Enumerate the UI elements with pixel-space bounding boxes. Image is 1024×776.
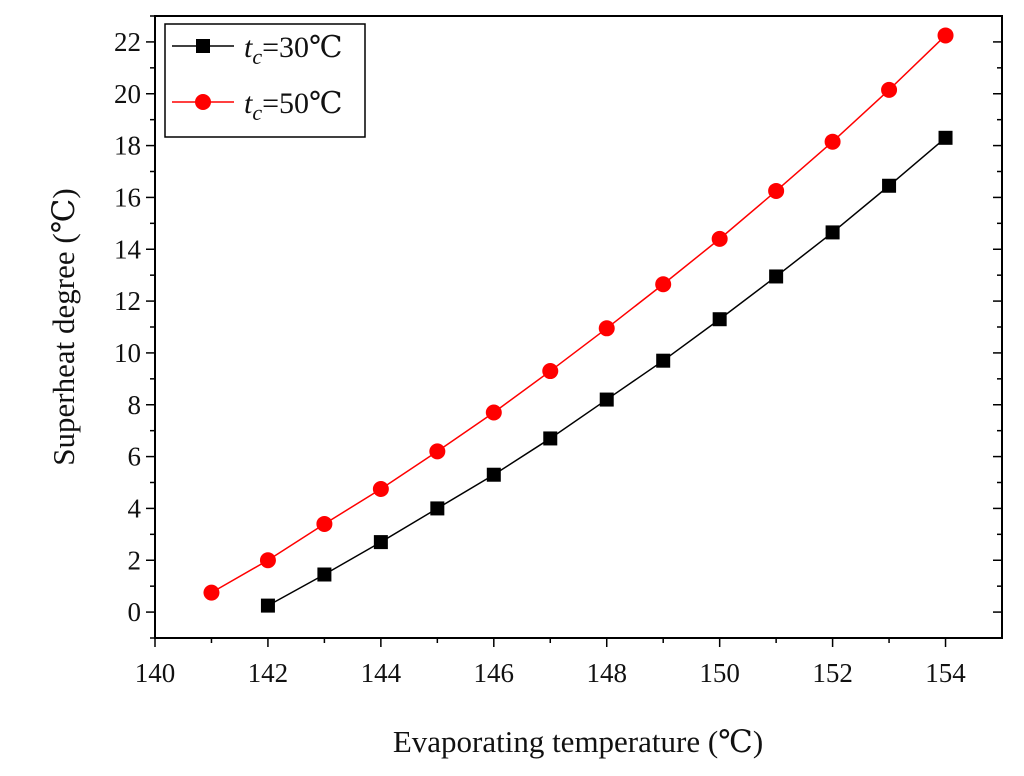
plot-frame (154, 15, 1003, 639)
x-tick-label: 154 (925, 658, 966, 688)
y-tick-label: 8 (128, 390, 142, 420)
x-tick-label: 140 (135, 658, 176, 688)
x-tick-label: 148 (586, 658, 627, 688)
data-point-circle (711, 230, 728, 247)
ticks-layer: 140 142 144 146 148 150 152 154 0 2 4 6 8 10 12 14 16 18 2… (114, 15, 1002, 688)
x-tick-label: 152 (812, 658, 853, 688)
data-point-square (260, 598, 275, 613)
legend-marker-circle (195, 94, 211, 110)
data-point-square (317, 567, 332, 582)
legend-sub-series-1: c (252, 44, 262, 69)
x-tick-label: 146 (474, 658, 515, 688)
data-point-circle (768, 182, 785, 199)
data-point-circle (259, 552, 276, 569)
x-tick-label: 150 (699, 658, 740, 688)
data-point-square (712, 312, 727, 327)
y-tick-label: 12 (114, 286, 141, 316)
data-point-circle (655, 276, 672, 293)
data-point-circle (485, 404, 502, 421)
y-tick-label: 20 (114, 79, 141, 109)
x-axis-title: Evaporating temperature (℃) (393, 724, 763, 759)
legend-label-series-2: tc=50℃ (244, 87, 343, 125)
legend-sub-series-2: c (252, 100, 262, 125)
legend-var-series-2: t (244, 87, 253, 120)
data-point-square (825, 225, 840, 240)
series-line-2 (211, 34, 947, 594)
series-line-1 (267, 137, 947, 607)
data-point-circle (203, 584, 220, 601)
y-tick-label: 4 (128, 493, 142, 523)
data-point-square (599, 392, 614, 407)
legend-marker-square (196, 39, 210, 53)
series-2 (203, 27, 954, 601)
y-tick-label: 6 (128, 442, 142, 472)
legend-item-series-2: tc=50℃ (172, 87, 343, 125)
y-tick-label: 22 (114, 27, 141, 57)
legend-item-series-1: tc=30℃ (172, 31, 343, 69)
y-axis-title: Superheat degree (℃) (46, 188, 81, 465)
legend-label-series-1: tc=30℃ (244, 31, 343, 69)
y-tick-label: 10 (114, 338, 141, 368)
series-layer (203, 27, 954, 613)
series-1 (260, 130, 953, 613)
data-point-circle (372, 480, 389, 497)
data-point-square (486, 467, 501, 482)
data-point-square (769, 269, 784, 284)
y-tick-label: 0 (128, 597, 142, 627)
data-point-square (430, 501, 445, 516)
data-point-circle (316, 515, 333, 532)
data-point-circle (429, 443, 446, 460)
y-tick-label: 2 (128, 545, 142, 575)
x-tick-label: 142 (248, 658, 289, 688)
legend-rest-series-2: =50℃ (262, 87, 342, 120)
legend: tc=30℃ tc=50℃ (164, 23, 366, 138)
data-point-square (543, 431, 558, 446)
legend-rest-series-1: =30℃ (262, 31, 342, 64)
data-point-square (882, 178, 897, 193)
x-tick-label: 144 (361, 658, 402, 688)
data-point-square (656, 353, 671, 368)
data-point-circle (598, 320, 615, 337)
data-point-square (373, 535, 388, 550)
y-tick-label: 16 (114, 182, 141, 212)
y-tick-label: 14 (114, 234, 142, 264)
data-point-circle (824, 133, 841, 150)
legend-var-series-1: t (244, 31, 253, 64)
data-point-circle (881, 81, 898, 98)
data-point-square (938, 130, 953, 145)
y-tick-label: 18 (114, 131, 141, 161)
data-point-circle (937, 27, 954, 44)
data-point-circle (542, 363, 559, 380)
